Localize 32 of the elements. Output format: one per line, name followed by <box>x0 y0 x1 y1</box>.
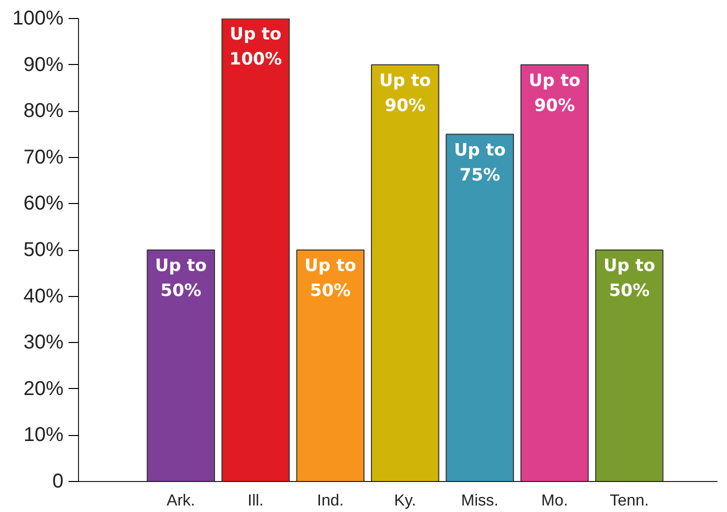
y-tick-label: 90% <box>23 54 64 76</box>
bar <box>370 64 440 482</box>
bar <box>221 18 290 482</box>
bar <box>446 134 514 482</box>
y-tick-label: 80% <box>23 100 64 122</box>
bar <box>146 250 216 482</box>
data-label: Up to 100% <box>229 24 282 70</box>
y-tick-label: 10% <box>23 424 64 446</box>
y-tick-label: 60% <box>23 192 64 215</box>
data-label: Up to 50% <box>155 256 207 302</box>
x-tick-label: Miss. <box>461 492 498 510</box>
data-label: Up to 50% <box>603 256 656 302</box>
x-tick-label: Ark. <box>166 492 196 510</box>
y-tick-label: 70% <box>23 146 64 168</box>
y-tick-label: 20% <box>23 378 64 400</box>
y-tick-label: 30% <box>23 332 64 354</box>
bar <box>595 250 664 482</box>
x-tick-label: Tenn. <box>610 492 649 510</box>
bar <box>296 250 364 482</box>
data-label: Up to 90% <box>379 70 431 116</box>
x-tick-label: Ky. <box>394 492 416 510</box>
y-tick-label: 40% <box>23 285 64 308</box>
x-tick-label: Ill. <box>248 492 264 510</box>
y-tick-label: 50% <box>23 239 64 261</box>
data-label: Up to 75% <box>454 140 506 186</box>
x-tick-label: Mo. <box>541 492 568 510</box>
x-tick-label: Ind. <box>317 492 344 510</box>
bar <box>520 64 589 482</box>
y-tick-label: 100% <box>12 8 64 30</box>
data-label: Up to 90% <box>528 70 580 116</box>
y-tick-label: 0 <box>52 470 64 492</box>
data-label: Up to 50% <box>304 256 356 302</box>
